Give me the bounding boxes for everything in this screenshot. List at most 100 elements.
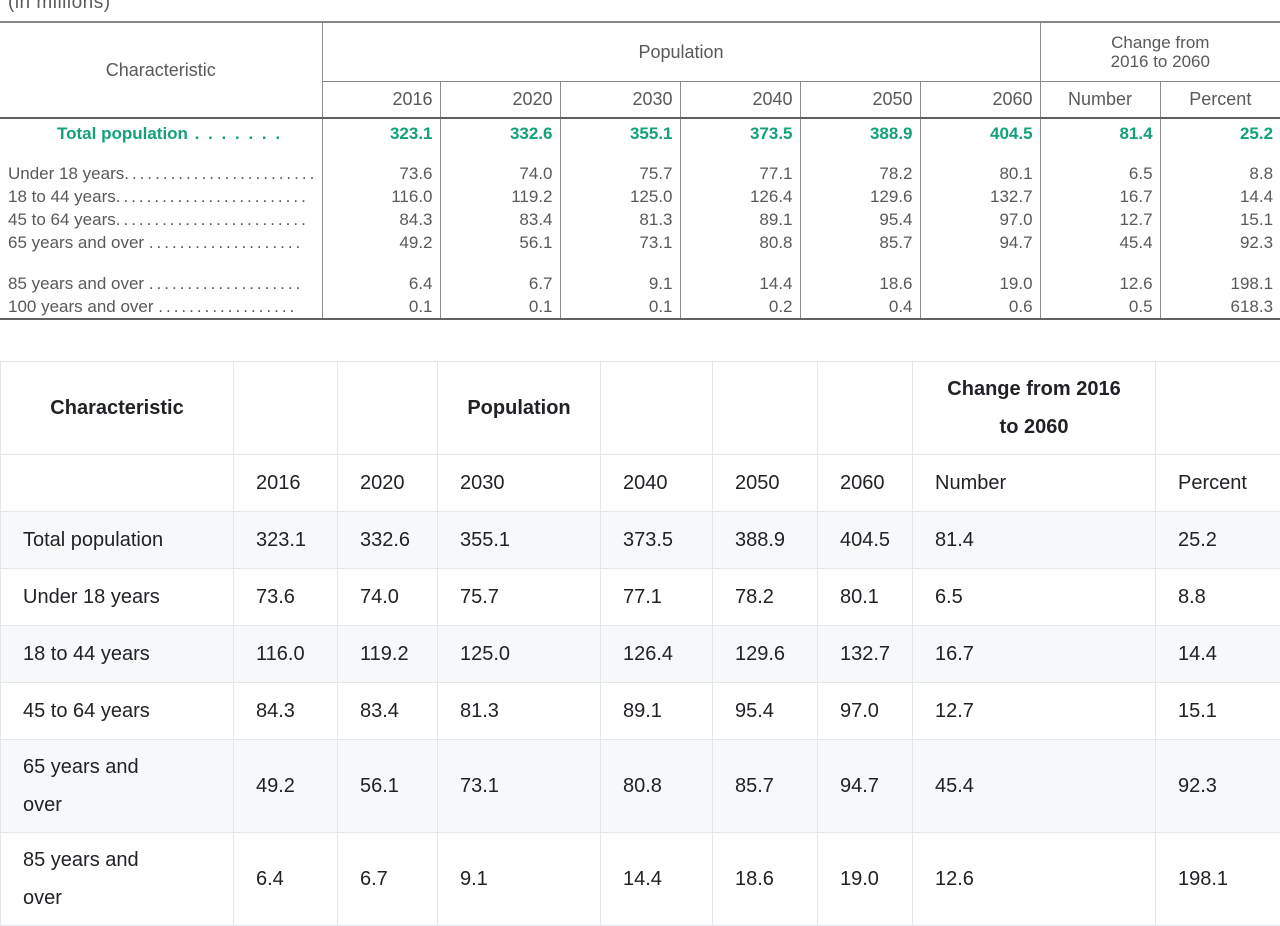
- value-cell: 89.1: [601, 683, 713, 740]
- report-total-section: Total population . . . . . . . 323.1 332…: [0, 118, 1280, 148]
- change-header: Change from 2016 to 2060: [913, 362, 1156, 455]
- value-cell: 0.5: [1040, 295, 1160, 319]
- value-cell: 77.1: [680, 162, 800, 185]
- web-table: Characteristic Population Change from 20…: [0, 361, 1280, 926]
- value-cell: 404.5: [920, 118, 1040, 148]
- year-header: 2050: [800, 82, 920, 119]
- value-cell: 80.1: [818, 569, 913, 626]
- value-cell: 12.6: [913, 833, 1156, 926]
- report-table: Characteristic Population Change from 20…: [0, 21, 1280, 320]
- population-header: Population: [438, 362, 601, 455]
- value-cell: 6.5: [1040, 162, 1160, 185]
- value-cell: 355.1: [438, 512, 601, 569]
- value-cell: 132.7: [920, 185, 1040, 208]
- value-cell: 12.7: [913, 683, 1156, 740]
- value-cell: 78.2: [800, 162, 920, 185]
- value-cell: 9.1: [560, 272, 680, 295]
- year-header: 2030: [560, 82, 680, 119]
- value-cell: 0.4: [800, 295, 920, 319]
- year-header: 2050: [713, 455, 818, 512]
- year-header: 2040: [680, 82, 800, 119]
- caption-clip: (in millions): [0, 0, 1280, 15]
- value-cell: 0.1: [440, 295, 560, 319]
- value-cell: 95.4: [800, 208, 920, 231]
- row-label-cell: Under 18 years.........................: [0, 162, 322, 185]
- number-header: Number: [1040, 82, 1160, 119]
- change-header-line2: 2016 to 2060: [1042, 52, 1280, 71]
- value-cell: 0.6: [920, 295, 1040, 319]
- value-cell: 373.5: [601, 512, 713, 569]
- value-cell: 6.5: [913, 569, 1156, 626]
- value-cell: 80.8: [601, 740, 713, 833]
- table-row: 18 to 44 years......................... …: [0, 185, 1280, 208]
- empty-header-cell: [338, 362, 438, 455]
- row-label-cell: Total population: [1, 512, 234, 569]
- value-cell: 97.0: [818, 683, 913, 740]
- empty-header-cell: [601, 362, 713, 455]
- total-population-row: Total population . . . . . . . 323.1 332…: [0, 118, 1280, 148]
- value-cell: 83.4: [440, 208, 560, 231]
- table-row: 18 to 44 years 116.0 119.2 125.0 126.4 1…: [1, 626, 1280, 683]
- value-cell: 0.1: [322, 295, 440, 319]
- row-label-cell: Total population . . . . . . .: [0, 118, 322, 148]
- value-cell: 332.6: [440, 118, 560, 148]
- value-cell: 97.0: [920, 208, 1040, 231]
- report-oldest-section: 85 years and over .................... 6…: [0, 272, 1280, 319]
- row-label-cell: 100 years and over ..................: [0, 295, 322, 319]
- table-row: Under 18 years......................... …: [0, 162, 1280, 185]
- value-cell: 332.6: [338, 512, 438, 569]
- change-header-line1: Change from: [1042, 33, 1280, 52]
- value-cell: 19.0: [818, 833, 913, 926]
- empty-header-cell: [234, 362, 338, 455]
- value-cell: 125.0: [438, 626, 601, 683]
- row-label-cell: 65 years and over: [1, 740, 234, 833]
- value-cell: 323.1: [322, 118, 440, 148]
- table-row: Under 18 years 73.6 74.0 75.7 77.1 78.2 …: [1, 569, 1280, 626]
- value-cell: 85.7: [800, 231, 920, 254]
- row-label-cell: 65 years and over ....................: [0, 231, 322, 254]
- percent-header: Percent: [1160, 82, 1280, 119]
- value-cell: 84.3: [234, 683, 338, 740]
- value-cell: 73.6: [322, 162, 440, 185]
- value-cell: 373.5: [680, 118, 800, 148]
- value-cell: 89.1: [680, 208, 800, 231]
- empty-header-cell: [1, 455, 234, 512]
- value-cell: 16.7: [913, 626, 1156, 683]
- value-cell: 323.1: [234, 512, 338, 569]
- value-cell: 81.4: [1040, 118, 1160, 148]
- spacer-row: [0, 148, 1280, 162]
- value-cell: 116.0: [322, 185, 440, 208]
- value-cell: 45.4: [1040, 231, 1160, 254]
- value-cell: 49.2: [322, 231, 440, 254]
- table-row: 45 to 64 years 84.3 83.4 81.3 89.1 95.4 …: [1, 683, 1280, 740]
- row-label-cell: 45 to 64 years: [1, 683, 234, 740]
- table-row: 85 years and over 6.4 6.7 9.1 14.4 18.6 …: [1, 833, 1280, 926]
- value-cell: 198.1: [1160, 272, 1280, 295]
- value-cell: 15.1: [1160, 208, 1280, 231]
- value-cell: 74.0: [338, 569, 438, 626]
- table-row: 65 years and over .................... 4…: [0, 231, 1280, 254]
- value-cell: 12.6: [1040, 272, 1160, 295]
- value-cell: 119.2: [338, 626, 438, 683]
- table-row: 85 years and over .................... 6…: [0, 272, 1280, 295]
- value-cell: 6.7: [440, 272, 560, 295]
- value-cell: 6.4: [322, 272, 440, 295]
- number-header: Number: [913, 455, 1156, 512]
- year-header: 2040: [601, 455, 713, 512]
- report-header-row-1: Characteristic Population Change from 20…: [0, 22, 1280, 82]
- value-cell: 56.1: [338, 740, 438, 833]
- value-cell: 15.1: [1156, 683, 1280, 740]
- table-row: 45 to 64 years......................... …: [0, 208, 1280, 231]
- value-cell: 19.0: [920, 272, 1040, 295]
- row-label-cell: 85 years and over: [1, 833, 234, 926]
- value-cell: 95.4: [713, 683, 818, 740]
- value-cell: 45.4: [913, 740, 1156, 833]
- percent-header: Percent: [1156, 455, 1280, 512]
- table-row: 100 years and over .................. 0.…: [0, 295, 1280, 319]
- population-header: Population: [322, 22, 1040, 82]
- report-age-section: Under 18 years......................... …: [0, 162, 1280, 254]
- value-cell: 84.3: [322, 208, 440, 231]
- value-cell: 116.0: [234, 626, 338, 683]
- value-cell: 78.2: [713, 569, 818, 626]
- row-label-cell: 18 to 44 years: [1, 626, 234, 683]
